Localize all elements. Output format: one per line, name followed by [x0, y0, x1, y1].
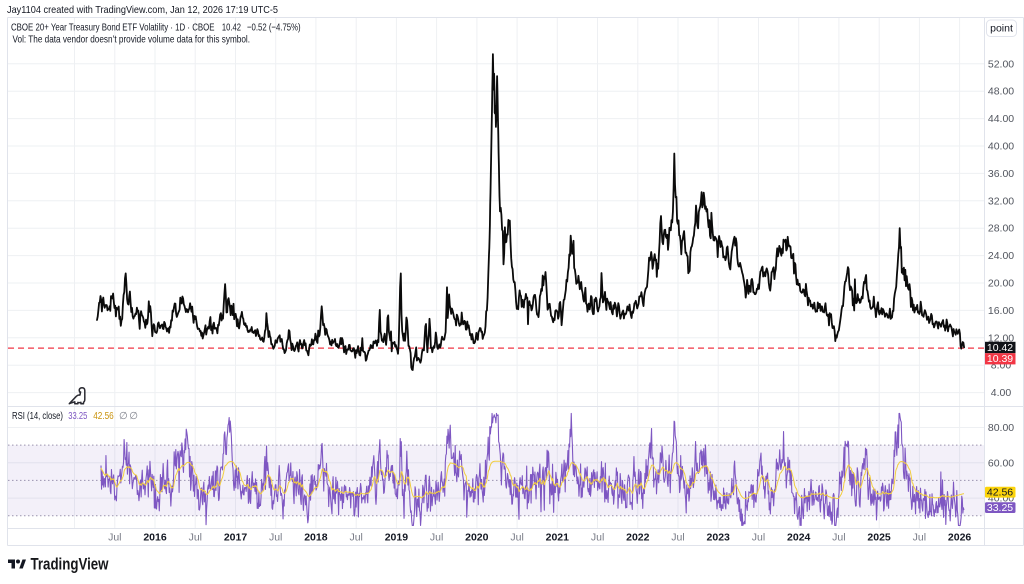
svg-text:33.25: 33.25 [987, 502, 1013, 514]
svg-text:∅: ∅ [119, 411, 128, 422]
svg-text:Jul: Jul [510, 532, 523, 544]
svg-text:2019: 2019 [385, 532, 409, 544]
svg-text:16.00: 16.00 [988, 305, 1014, 317]
svg-text:point: point [990, 23, 1013, 35]
svg-text:80.00: 80.00 [988, 422, 1014, 434]
svg-text:60.00: 60.00 [988, 457, 1014, 469]
svg-text:44.00: 44.00 [988, 113, 1014, 125]
svg-text:2021: 2021 [546, 532, 570, 544]
svg-text:12.00: 12.00 [988, 332, 1014, 344]
svg-text:Jul: Jul [269, 532, 282, 544]
svg-text:40.00: 40.00 [988, 141, 1014, 153]
svg-text:32.00: 32.00 [988, 195, 1014, 207]
svg-text:4.00: 4.00 [991, 387, 1012, 399]
svg-text:Jul: Jul [591, 532, 604, 544]
svg-text:CBOE 20+ Year Treasury Bond ET: CBOE 20+ Year Treasury Bond ETF Volatili… [11, 22, 215, 34]
svg-text:2018: 2018 [304, 532, 328, 544]
svg-text:Jul: Jul [108, 532, 121, 544]
svg-text:2016: 2016 [143, 532, 167, 544]
svg-text:48.00: 48.00 [988, 86, 1014, 98]
svg-text:Jul: Jul [913, 532, 926, 544]
svg-text:Jul: Jul [430, 532, 443, 544]
svg-text:42.56: 42.56 [987, 487, 1013, 499]
svg-text:52.00: 52.00 [988, 58, 1014, 70]
svg-text:10.42: 10.42 [987, 342, 1013, 354]
svg-text:2023: 2023 [707, 532, 731, 544]
svg-text:Jul: Jul [671, 532, 684, 544]
svg-text:36.00: 36.00 [988, 168, 1014, 180]
svg-text:2024: 2024 [787, 532, 811, 544]
svg-text:28.00: 28.00 [988, 223, 1014, 235]
svg-text:Jul: Jul [832, 532, 845, 544]
svg-text:33.25: 33.25 [68, 411, 87, 422]
svg-text:Jay1104 created with TradingVi: Jay1104 created with TradingView.com, Ja… [7, 4, 278, 16]
svg-text:Jul: Jul [189, 532, 202, 544]
svg-text:2020: 2020 [465, 532, 489, 544]
svg-text:RSI (14, close): RSI (14, close) [12, 411, 63, 422]
svg-text:42.56: 42.56 [93, 411, 114, 422]
svg-text:2017: 2017 [224, 532, 248, 544]
svg-text:10.42: 10.42 [222, 22, 241, 34]
svg-text:2025: 2025 [867, 532, 891, 544]
svg-text:24.00: 24.00 [988, 250, 1014, 262]
svg-text:Jul: Jul [752, 532, 765, 544]
svg-text:2026: 2026 [948, 532, 972, 544]
svg-text:Vol: The data vendor doesn’t p: Vol: The data vendor doesn’t provide vol… [13, 34, 251, 46]
svg-text:∅: ∅ [129, 411, 138, 422]
svg-text:−0.52 (−4.75%): −0.52 (−4.75%) [247, 22, 301, 34]
svg-text:2022: 2022 [626, 532, 650, 544]
svg-text:TradingView: TradingView [31, 556, 109, 574]
svg-text:10.39: 10.39 [987, 353, 1013, 365]
svg-text:20.00: 20.00 [988, 278, 1014, 290]
svg-text:Jul: Jul [349, 532, 362, 544]
